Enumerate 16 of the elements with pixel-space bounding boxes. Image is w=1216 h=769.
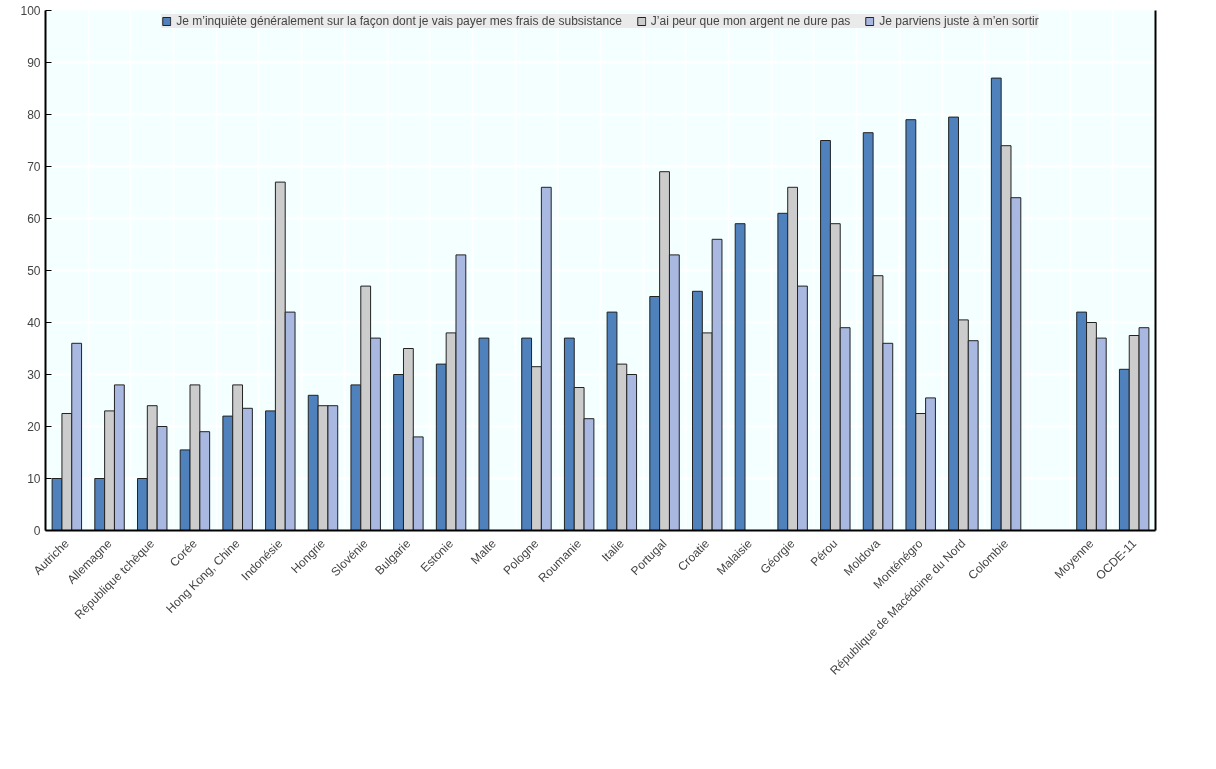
y-tick-label: 0 [33,524,41,538]
y-tick-label: 100 [20,4,41,18]
y-tick-label: 70 [27,160,41,174]
y-tick-label: 30 [27,368,41,382]
bar [734,223,746,531]
y-tick-label: 40 [27,316,41,330]
y-tick-label: 10 [27,472,41,486]
y-tick-label: 60 [27,212,41,226]
y-tick-label: 90 [27,56,41,70]
y-tick-label: 20 [27,420,41,434]
legend-label: Je parviens juste à m’en sortir [879,14,1039,28]
legend-label: Je m’inquiète généralement sur la façon dont je vais payer mes frais de subsistance [176,14,622,28]
y-tick-label: 50 [27,264,41,278]
legend-label: J’ai peur que mon argent ne dure pas [650,14,851,28]
bar [478,337,490,531]
y-tick-label: 80 [27,108,41,122]
